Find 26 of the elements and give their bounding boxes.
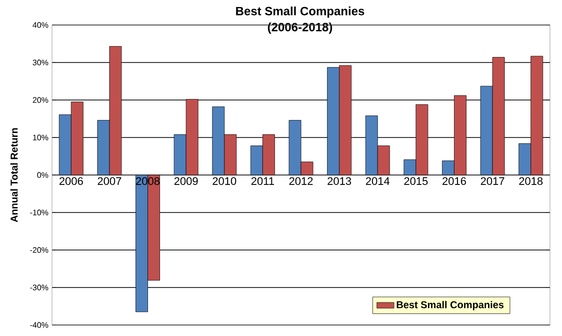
- x-tick-label: 2008: [136, 177, 160, 185]
- y-tick-label: 10%: [33, 134, 48, 140]
- y-tick-label: -20%: [30, 247, 48, 253]
- x-tick-label: 2009: [174, 177, 198, 185]
- y-tick-label: -40%: [30, 322, 48, 328]
- y-tick-label: 30%: [32, 60, 48, 66]
- x-tick-label: 2012: [289, 177, 313, 185]
- x-tick-label: 2018: [519, 177, 543, 185]
- x-tick-label: 2010: [212, 177, 236, 185]
- y-tick-label: 0%: [37, 172, 48, 178]
- x-tick-label: 2017: [480, 177, 504, 185]
- x-tick-label: 2015: [404, 177, 428, 185]
- y-tick-label: -10%: [30, 210, 48, 216]
- x-tick-label: 2013: [328, 177, 352, 185]
- x-tick-label: 2011: [251, 177, 274, 185]
- y-axis-title: Annual Total Return: [10, 128, 18, 222]
- y-tick-label: 40%: [32, 22, 48, 28]
- x-tick-label: 2006: [59, 177, 83, 185]
- x-tick-label: 2007: [98, 177, 122, 185]
- chart-subtitle: (2006-2018): [268, 22, 332, 34]
- x-tick-label: 2016: [442, 177, 466, 185]
- y-tick-label: -30%: [30, 284, 48, 290]
- chart-title: Best Small Companies: [236, 6, 364, 18]
- y-tick-label: 20%: [32, 97, 48, 103]
- legend-label: Best Small Companies: [396, 300, 504, 310]
- x-tick-label: 2014: [366, 177, 390, 185]
